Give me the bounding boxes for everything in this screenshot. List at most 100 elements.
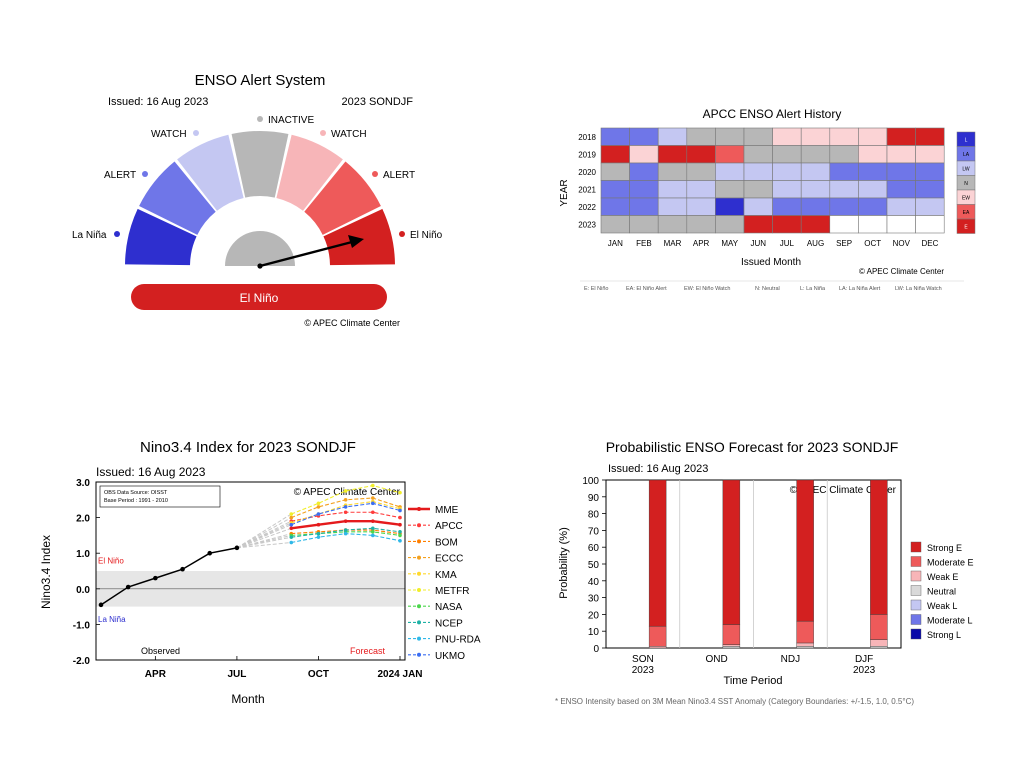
history-row-label: 2022 [578, 203, 596, 212]
nino34-panel: Nino3.4 Index for 2023 SONDJF Issued: 16… [39, 439, 481, 706]
legend-marker-eccc [417, 555, 421, 560]
history-cell-2019-aug [800, 145, 831, 164]
legend-label-mme: MME [435, 505, 459, 516]
history-cell-2020-may [715, 162, 745, 181]
prob-ytick-label: 50 [588, 560, 600, 571]
gauge-dot-inactive [257, 116, 263, 122]
gauge-needle-tip [348, 235, 364, 248]
history-cell-2018-jan [600, 127, 630, 146]
nino34-x-axis-label: Month [231, 692, 264, 706]
nino34-ytick-label: 1.0 [76, 549, 90, 560]
series-point-apcc [398, 515, 402, 520]
history-row-label: 2018 [578, 133, 596, 142]
legend-marker-pnu-rda [417, 636, 421, 641]
gauge-dot-alert-left [142, 171, 148, 177]
gauge-dot-la-nina [114, 231, 120, 237]
prob-credit: © APEC Climate Center [790, 485, 897, 496]
series-point-mme [343, 519, 348, 523]
gauge-segment-3-inactive [231, 131, 289, 198]
alert-history-panel: APCC ENSO Alert History YEAR 2018 2019 202… [559, 107, 976, 292]
bar-ond-strong-e [722, 479, 741, 625]
bar-ndj-strong-e [796, 479, 814, 622]
series-point-pnu-rda [371, 533, 375, 538]
series-point-metfr [316, 501, 321, 506]
series-point-eccc [343, 498, 348, 502]
history-cell-2018-jul [772, 127, 802, 146]
series-point-metfr [371, 483, 375, 488]
history-cell-2018-aug [800, 127, 831, 146]
history-cell-2023-jul [772, 215, 802, 234]
history-cell-2018-feb [629, 127, 659, 146]
connector-mme [236, 527, 292, 549]
forecast-label: Forecast [350, 646, 386, 656]
series-point-mme [289, 526, 294, 531]
history-legend-swatch-e [956, 218, 976, 234]
gauge-dot-watch-right [320, 130, 326, 136]
prob-xtick-label-year: 2023 [632, 665, 655, 676]
series-point-ukmo [316, 512, 321, 516]
prob-panel: Probabilistic ENSO Forecast for 2023 SON… [555, 439, 974, 706]
history-cell-2019-sep [829, 145, 859, 164]
legend-label-nasa: NASA [435, 602, 463, 613]
series-point-mme [398, 522, 402, 527]
history-cell-2021-jul [772, 180, 802, 199]
history-row-label: 2019 [578, 150, 596, 159]
connector-pnu-rda [236, 542, 292, 549]
observed-label: Observed [141, 646, 180, 656]
series-point-ncep [316, 531, 321, 536]
prob-xtick-label: SON [632, 654, 654, 665]
bar-djf-2023-weak-e [870, 639, 888, 647]
alert-issued-date: Issued: 16 Aug 2023 [108, 96, 208, 108]
bar-ond-neutral [722, 646, 741, 649]
series-point-ukmo [371, 501, 375, 506]
bar-ndj-weak-e [796, 642, 814, 647]
nino34-xtick-label: APR [145, 669, 167, 680]
gauge-label-alert-right: ALERT [383, 170, 415, 181]
prob-ytick-label: 40 [588, 577, 600, 588]
gauge-label-alert-left: ALERT [104, 170, 136, 181]
series-line-metfr [291, 484, 401, 515]
observed-point [234, 545, 240, 551]
history-cell-2022-nov [886, 197, 916, 216]
history-cell-2019-jun [743, 145, 773, 164]
history-cell-2023-oct [858, 215, 888, 234]
history-footnote-item: LW: La Niña Watch [895, 286, 942, 292]
history-cell-2022-jan [600, 197, 630, 216]
history-cell-2021-oct [858, 180, 888, 199]
prob-plot: 0 10 20 30 40 50 60 70 80 90 100 © APEC Climate Cen… [582, 476, 973, 676]
legend-marker-nasa [417, 604, 421, 609]
prob-ytick-label: 20 [588, 610, 600, 621]
history-col-label: JAN [608, 239, 623, 248]
bar-ond-moderate-e [722, 624, 741, 645]
series-point-metfr [398, 490, 402, 495]
history-legend: L LA LW N EW EA E [956, 131, 976, 234]
legend-label-apcc: APCC [435, 521, 463, 532]
history-cell-2020-dec [915, 162, 945, 181]
history-cell-2021-feb [629, 180, 659, 199]
prob-ytick-label: 90 [588, 493, 600, 504]
series-point-eccc [289, 515, 294, 520]
bar-djf-2023-neutral [870, 646, 888, 649]
history-cell-2022-jul [772, 197, 802, 216]
series-point-ukmo [398, 508, 402, 513]
history-legend-code: L [965, 137, 968, 143]
prob-legend-label-weak-e: Weak E [927, 572, 958, 582]
prob-legend-swatch-strong-e [910, 541, 922, 553]
history-cell-2022-jun [743, 197, 773, 216]
prob-xtick-label-year: 2023 [853, 665, 876, 676]
history-cell-2022-feb [629, 197, 659, 216]
alert-credit: © APEC Climate Center [304, 318, 400, 328]
alert-status-bar [131, 284, 387, 310]
history-cell-2020-jul [772, 162, 802, 181]
observed-point [207, 550, 213, 556]
legend-label-eccc: ECCC [435, 554, 463, 565]
nino34-ytick-label: 0.0 [76, 585, 90, 596]
history-col-label: AUG [807, 239, 824, 248]
prob-legend-swatch-weak-e [910, 570, 922, 582]
observed-point [98, 602, 104, 608]
history-col-label: MAY [721, 239, 738, 248]
gauge-segment-4-watch [276, 134, 343, 211]
history-col-label: JUN [751, 239, 767, 248]
prob-legend-swatch-moderate-e [910, 556, 922, 567]
nino34-ytick-label: 2.0 [76, 514, 90, 525]
